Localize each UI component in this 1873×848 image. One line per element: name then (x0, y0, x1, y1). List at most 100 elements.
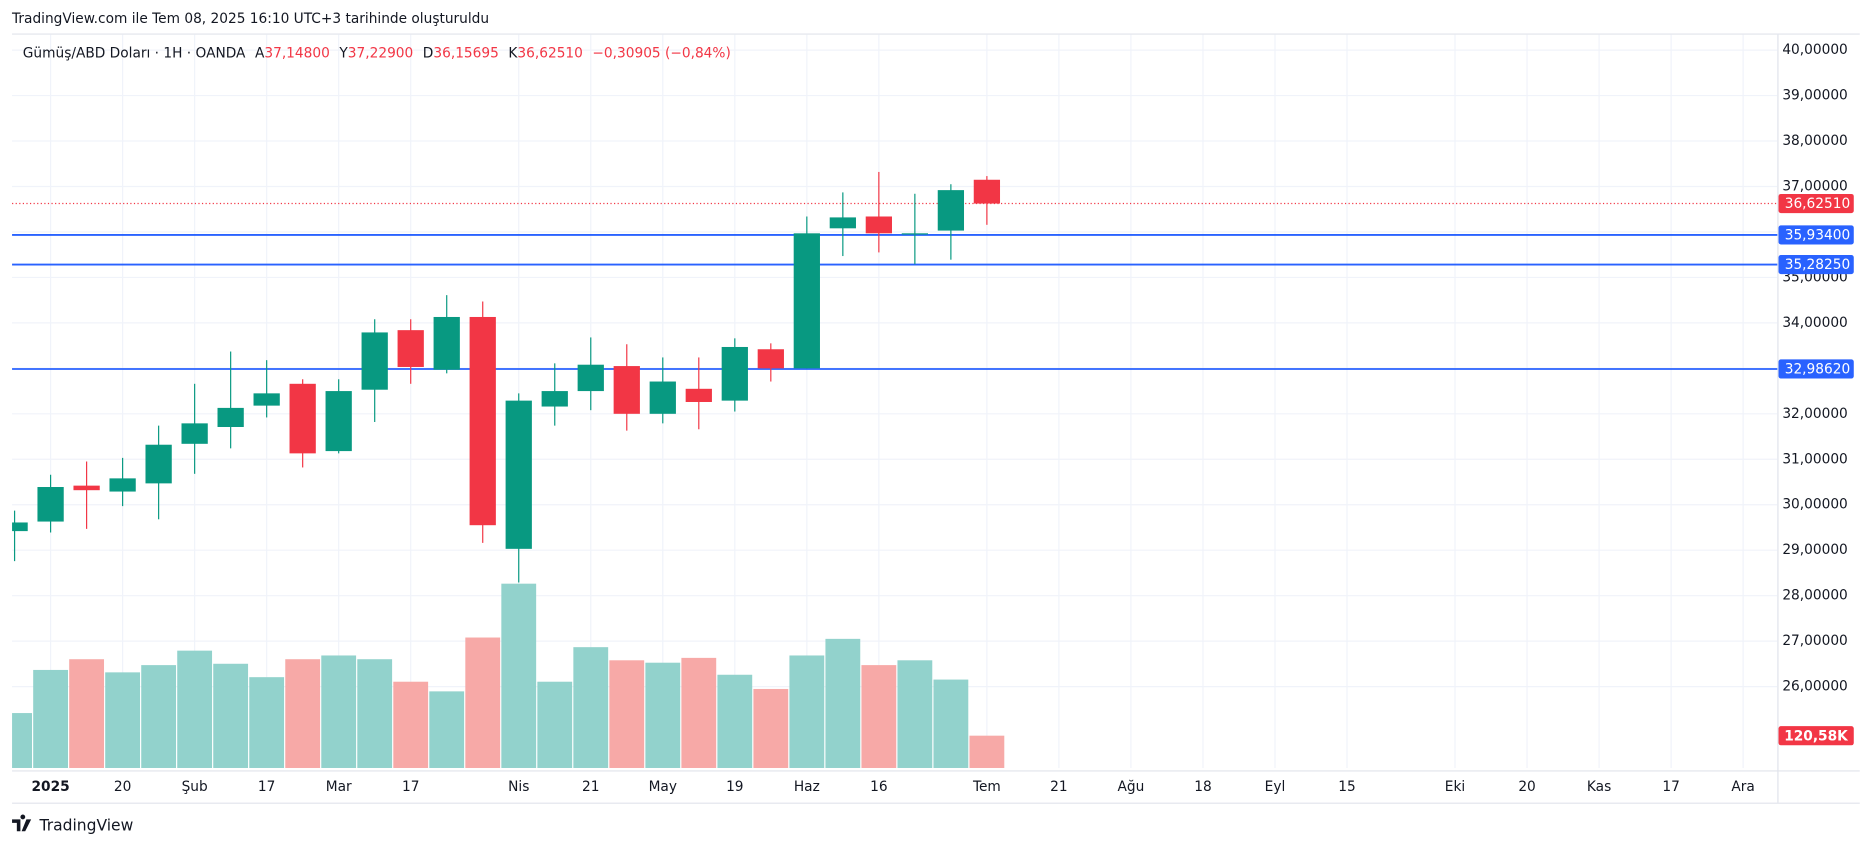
x-tick-label: 17 (1662, 779, 1679, 795)
y-tick-label: 39,00000 (1782, 88, 1847, 104)
x-tick-label: Kas (1587, 779, 1611, 795)
price-line-label-box (1778, 359, 1854, 379)
volume-bar (285, 659, 321, 768)
candle-body (577, 364, 604, 392)
y-tick-label: 30,00000 (1782, 497, 1847, 513)
volume-bar (429, 691, 465, 768)
candle-body (289, 383, 316, 454)
x-tick-label: 15 (1338, 779, 1355, 795)
price-line-label-box (1778, 255, 1854, 275)
volume-pane (12, 583, 1005, 768)
brand: TradingView (39, 816, 134, 834)
volume-bar (681, 657, 717, 768)
candle-body (217, 407, 244, 427)
legend-value: 37,22900 (348, 46, 413, 62)
last-price-label-box (1778, 193, 1854, 214)
x-tick-label: Tem (972, 779, 1001, 795)
logo-icon (12, 814, 32, 832)
footer-logo: TradingView (12, 814, 134, 834)
legend-key: Y (338, 46, 348, 62)
price-line-label: 35,28250 (1785, 257, 1850, 273)
legend: Gümüş/ABD Doları · 1H · OANDA A 37,14800 Y 3… (23, 46, 731, 62)
volume-bar (393, 681, 429, 768)
candles (12, 171, 1001, 583)
volume-bar (825, 638, 861, 768)
volume-label-box (1778, 726, 1854, 746)
y-tick-label: 34,00000 (1782, 315, 1847, 331)
volume-bar (177, 650, 213, 768)
x-tick-label: 21 (582, 779, 599, 795)
legend-value: 37,14800 (264, 46, 329, 62)
price-line-label: 32,98620 (1785, 362, 1850, 378)
volume-bar (933, 679, 969, 768)
volume-bar (861, 665, 897, 768)
x-tick-label: Haz (794, 779, 820, 795)
x-tick-label: 17 (258, 779, 275, 795)
y-tick-label: 26,00000 (1782, 679, 1847, 695)
candle-body (325, 391, 352, 452)
volume-bar (789, 655, 825, 768)
candle-body (937, 190, 965, 231)
candle-body (253, 393, 280, 406)
candle-body (613, 366, 640, 414)
x-tick-label: 21 (1050, 779, 1067, 795)
y-tick-label: 38,00000 (1782, 133, 1847, 149)
legend-symbol: Gümüş/ABD Doları · 1H · OANDA (23, 46, 246, 62)
volume-bar (645, 662, 681, 768)
last-price-label: 36,62510 (1785, 196, 1850, 212)
y-tick-label: 40,00000 (1782, 42, 1847, 58)
legend-change: −0,30905 (−0,84%) (592, 46, 730, 62)
volume-bar (249, 677, 285, 768)
y-tick-label: 28,00000 (1782, 588, 1847, 604)
candle-body (469, 316, 496, 526)
y-tick-label: 29,00000 (1782, 542, 1847, 558)
candle-body (829, 217, 856, 229)
volume-bar (69, 659, 105, 768)
x-tick-label: Şub (182, 779, 208, 795)
x-tick-label: 2025 (31, 779, 69, 795)
x-tick-label: 19 (726, 779, 743, 795)
volume-bar (105, 672, 141, 768)
candle-body (505, 400, 532, 549)
volume-bar (969, 735, 1005, 768)
x-tick-label: 17 (402, 779, 419, 795)
candle-body (361, 332, 388, 390)
price-line-label-box (1778, 225, 1854, 245)
volume-label: 120,58K (1784, 728, 1849, 744)
x-tick-label: Nis (508, 779, 529, 795)
volume-bar (537, 681, 573, 768)
legend-key: K (508, 46, 518, 62)
legend-value: 36,62510 (517, 46, 582, 62)
candle-body (541, 391, 568, 407)
volume-bar (213, 663, 249, 768)
volume-bar (465, 637, 501, 768)
candle-body (685, 388, 712, 402)
volume-bar (609, 660, 645, 768)
candle-body (901, 233, 929, 235)
volume-bar (141, 665, 177, 768)
x-tick-label: Eyl (1265, 779, 1286, 795)
volume-bar (321, 655, 357, 768)
legend-key: A (255, 46, 265, 62)
created-note: TradingView.com ile Tem 08, 2025 16:10 U… (11, 11, 489, 27)
x-tick-label: Mar (326, 779, 352, 795)
candle-body (73, 485, 100, 491)
candle-body (721, 346, 748, 401)
legend-key: D (423, 46, 434, 62)
y-tick-label: 32,00000 (1782, 406, 1847, 422)
y-tick-label: 31,00000 (1782, 451, 1847, 467)
x-tick-label: 18 (1194, 779, 1211, 795)
x-tick-label: Ağu (1118, 779, 1145, 795)
candle-body (109, 478, 136, 492)
x-tick-label: Ara (1731, 779, 1754, 795)
candle-body (433, 316, 460, 370)
volume-bar (501, 583, 537, 768)
axes: 26,00000 27,00000 28,00000 29,00000 30,00000… (31, 42, 1854, 795)
price-line-label: 35,93400 (1785, 228, 1850, 244)
volume-bar (753, 688, 789, 768)
volume-bar (357, 659, 393, 768)
candle-body (793, 233, 820, 369)
candle-body (865, 216, 892, 234)
candle-body (12, 522, 28, 532)
